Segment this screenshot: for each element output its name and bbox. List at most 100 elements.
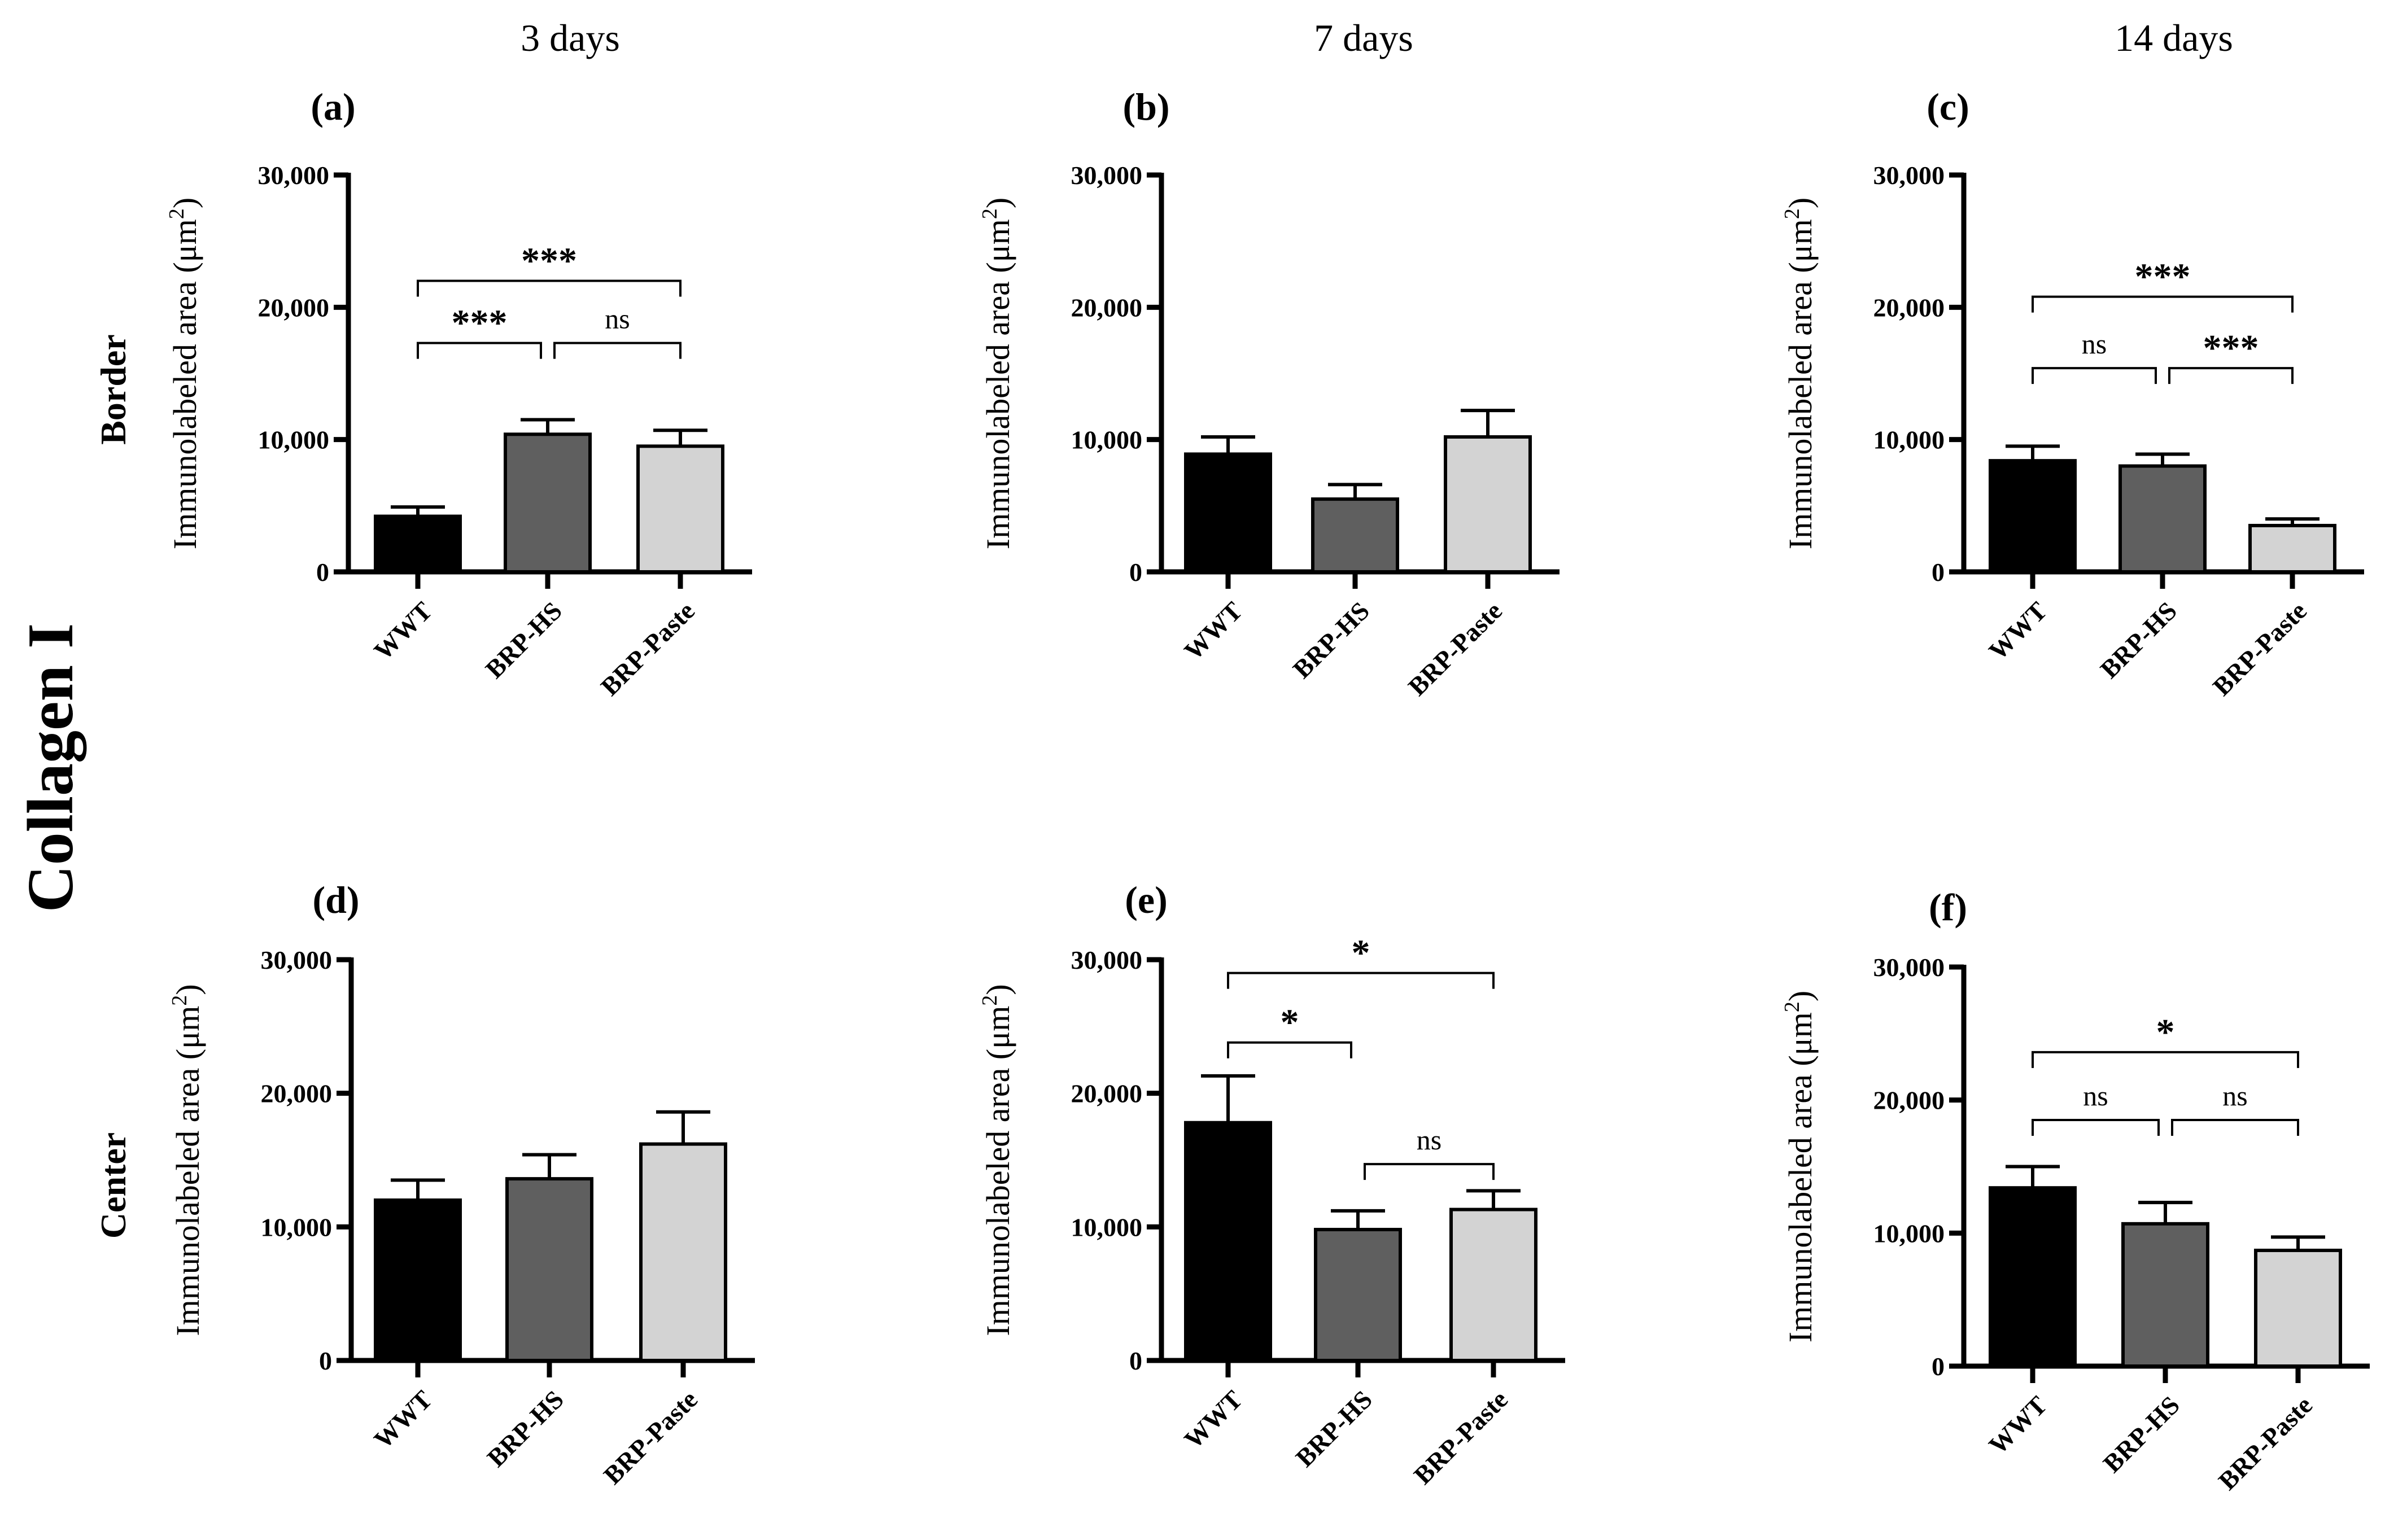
- bar-brp-paste: [639, 1142, 727, 1362]
- significance-bracket: [2032, 1119, 2160, 1136]
- y-tick-label: 30,000: [258, 161, 330, 190]
- x-tick-label-brp-paste: BRP-Paste: [2207, 596, 2312, 701]
- significance-label: ns: [2083, 1080, 2108, 1112]
- panel-letter: (e): [1125, 878, 1167, 921]
- y-axis-label-close: ): [169, 984, 206, 995]
- y-tick-label: 30,000: [1071, 946, 1143, 974]
- y-axis-label-text: Immunolabeled area (μm: [167, 219, 203, 549]
- panel-e: (e) Immunolabeled area (μm2) 0 10,000 20,000…: [978, 878, 1565, 1490]
- row-label-border: Border: [93, 334, 133, 445]
- y-tick-label: 0: [1932, 558, 1945, 587]
- bar-brp-paste: [2254, 1248, 2342, 1368]
- significance-label: ***: [2135, 256, 2191, 298]
- y-axis-label-text: Immunolabeled area (μm: [1782, 219, 1819, 549]
- x-tick-label-brp-hs: BRP-HS: [480, 596, 567, 684]
- y-tick-label: 30,000: [1071, 161, 1143, 190]
- y-tick-label: 20,000: [258, 293, 330, 322]
- panel-b: (b) Immunolabeled area (μm2) 0 10,000 20,000…: [978, 85, 1560, 701]
- x-tick-label-brp-paste: BRP-Paste: [1408, 1385, 1513, 1490]
- significance-bracket: [2168, 367, 2294, 384]
- x-tick-label-brp-hs: BRP-HS: [482, 1385, 569, 1472]
- x-tick-label-wwt: WWT: [1178, 1385, 1248, 1454]
- significance-label: *: [1352, 933, 1370, 974]
- y-axis-label-text: Immunolabeled area (μm: [1782, 1012, 1819, 1342]
- significance-bracket: [2171, 1119, 2299, 1136]
- x-tick-label-brp-hs: BRP-HS: [1290, 1385, 1378, 1472]
- bar-brp-hs: [1314, 1228, 1402, 1362]
- column-title-14-days: 14 days: [2115, 16, 2233, 59]
- y-axis-label-close: ): [980, 984, 1016, 995]
- significance-label: *: [1281, 1002, 1299, 1043]
- significance-bracket: [2032, 295, 2294, 313]
- y-axis-label: Immunolabeled area (μm2): [978, 198, 1016, 549]
- y-axis-label-superscript: 2: [1780, 208, 1804, 219]
- y-tick-label: 10,000: [1873, 1219, 1945, 1248]
- x-tick-label-brp-hs: BRP-HS: [2098, 1390, 2185, 1478]
- y-tick-label: 0: [319, 1346, 332, 1375]
- y-tick-label: 20,000: [1873, 1086, 1945, 1115]
- panel-letter: (b): [1122, 85, 1169, 128]
- y-tick-label: 10,000: [1873, 426, 1945, 454]
- y-axis-label-close: ): [1782, 198, 1819, 208]
- x-tick-label-wwt: WWT: [1983, 596, 2052, 666]
- bar-wwt: [1989, 1186, 2077, 1368]
- y-axis-label-close: ): [167, 198, 203, 208]
- y-axis-label: Immunolabeled area (μm2): [1780, 991, 1819, 1342]
- x-tick-label-brp-paste: BRP-Paste: [2213, 1390, 2318, 1495]
- significance-bracket: [1364, 1163, 1495, 1180]
- y-tick-label: 10,000: [258, 426, 330, 454]
- bar-brp-hs: [2121, 1222, 2209, 1368]
- panel-letter: (d): [312, 878, 359, 921]
- x-tick-label-brp-hs: BRP-HS: [1287, 596, 1375, 684]
- x-tick-label-brp-hs: BRP-HS: [2095, 596, 2182, 684]
- y-axis-label-close: ): [1782, 991, 1819, 1001]
- significance-bracket: [553, 342, 682, 359]
- x-tick-label-wwt: WWT: [1983, 1390, 2052, 1460]
- column-title-7-days: 7 days: [1314, 16, 1413, 59]
- bar-wwt: [1989, 459, 2077, 574]
- panel-c: (c) Immunolabeled area (μm2) 0 10,000 20,000…: [1780, 85, 2364, 701]
- significance-bracket: [1227, 972, 1495, 989]
- x-tick-label-brp-paste: BRP-Paste: [598, 1385, 703, 1490]
- y-axis-label: Immunolabeled area (μm2): [1780, 198, 1819, 549]
- significance-label: *: [2156, 1012, 2175, 1053]
- y-axis-label: Immunolabeled area (μm2): [165, 198, 203, 549]
- y-axis-label-superscript: 2: [978, 208, 1002, 219]
- y-tick-label: 20,000: [261, 1079, 333, 1108]
- panel-letter: (f): [1929, 886, 1967, 929]
- panel-d: (d) Immunolabeled area (μm2) 0 10,000 20,000…: [168, 878, 755, 1490]
- bar-brp-paste: [1444, 435, 1532, 574]
- y-tick-label: 10,000: [1071, 426, 1143, 454]
- y-axis-label-text: Immunolabeled area (μm: [980, 219, 1016, 549]
- bar-brp-paste: [2248, 523, 2336, 574]
- bar-wwt: [374, 1198, 462, 1362]
- y-tick-label: 10,000: [1071, 1213, 1143, 1241]
- y-tick-label: 30,000: [1873, 953, 1945, 982]
- column-title-3-days: 3 days: [521, 16, 620, 59]
- bar-wwt: [374, 514, 462, 574]
- x-tick-label-wwt: WWT: [368, 1385, 438, 1454]
- x-tick-label-wwt: WWT: [1178, 596, 1248, 666]
- y-tick-label: 0: [316, 558, 329, 587]
- y-tick-label: 0: [1129, 1346, 1142, 1375]
- bar-brp-hs: [2118, 464, 2207, 574]
- y-tick-label: 30,000: [261, 946, 333, 974]
- y-axis-label-superscript: 2: [1780, 1001, 1804, 1012]
- significance-label: ns: [1417, 1124, 1442, 1156]
- y-axis-label-superscript: 2: [168, 995, 191, 1006]
- panel-f: (f) Immunolabeled area (μm2) 0 10,000 20,000…: [1780, 886, 2370, 1495]
- y-axis-label: Immunolabeled area (μm2): [168, 984, 206, 1336]
- x-tick-label-wwt: WWT: [368, 596, 438, 666]
- bar-wwt: [1184, 452, 1272, 574]
- y-tick-label: 30,000: [1873, 161, 1945, 190]
- bar-brp-hs: [504, 432, 592, 574]
- y-tick-label: 20,000: [1071, 293, 1143, 322]
- row-label-center: Center: [93, 1132, 133, 1239]
- significance-bracket: [417, 342, 542, 359]
- y-axis-label: Immunolabeled area (μm2): [978, 984, 1016, 1336]
- significance-label: ns: [605, 303, 630, 335]
- x-tick-label-brp-paste: BRP-Paste: [1403, 596, 1508, 701]
- significance-bracket: [417, 279, 682, 297]
- bar-brp-paste: [1449, 1208, 1537, 1362]
